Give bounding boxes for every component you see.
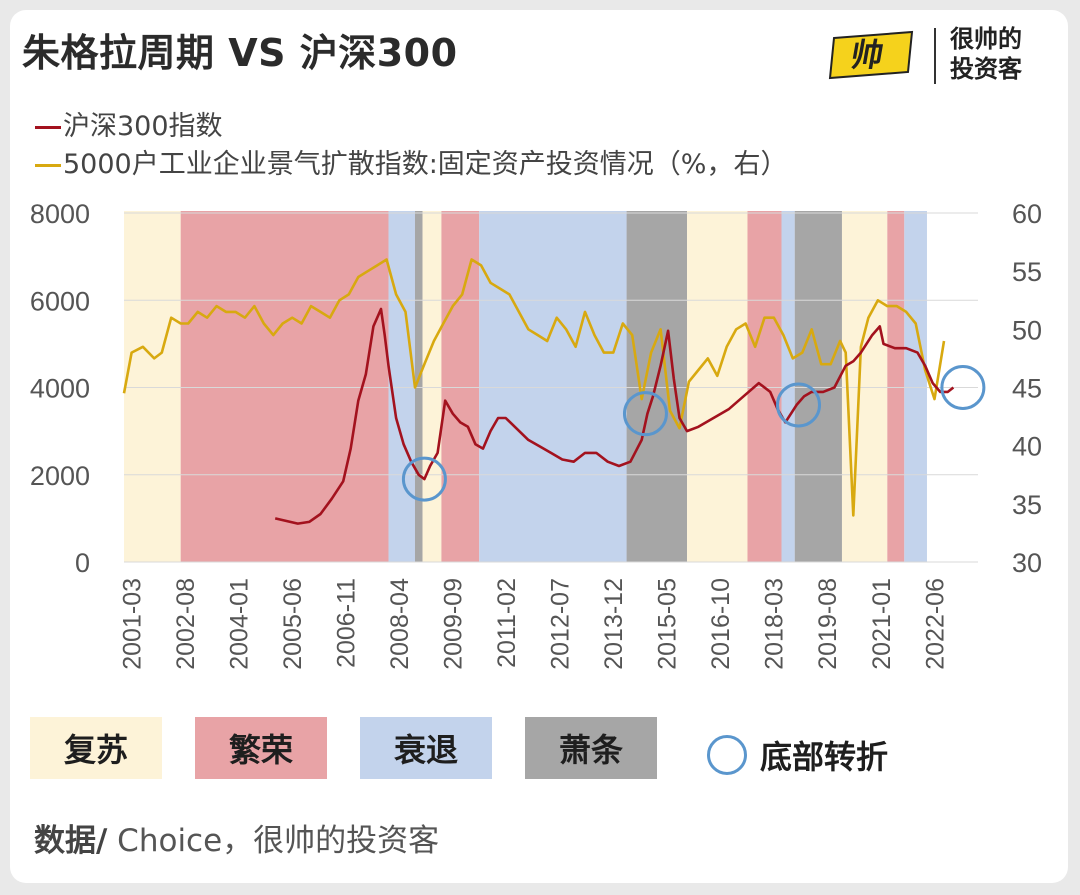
y-right-tick-label: 35 [1012,490,1042,520]
brand-logo: 帅 很帅的 投资客 [828,22,1038,90]
legend-series2: 5000户工业企业景气扩散指数:固定资产投资情况（%，右） [35,142,787,181]
phase-band-recovery [422,211,442,562]
source-text: Choice，很帅的投资客 [107,823,440,859]
logo-mark-icon: 帅 [828,30,914,80]
x-tick-label: 2005-06 [279,578,307,670]
source-label: 数据/ [34,823,108,859]
series-fixed-asset-index [122,258,946,517]
y-axis-left: 0 2000 4000 6000 8000 [30,199,90,578]
phase-band-prosperity [180,211,389,562]
y-right-tick-label: 45 [1012,374,1042,404]
logo-line2: 投资客 [950,55,1022,83]
y-left-tick-label: 8000 [30,199,90,229]
x-tick-label: 2022-06 [921,578,949,670]
bottom-turn-circle [776,382,822,428]
x-tick-label: 2006-11 [332,578,360,668]
legend-series1-swatch [35,126,61,129]
y-right-tick-label: 40 [1012,432,1042,462]
series-csi300 [274,307,955,525]
bottom-turn-circle [622,391,668,437]
phase-band-recession [904,211,927,562]
chart-title: 朱格拉周期 VS 沪深300 [22,31,458,75]
x-axis: 2001-03 2002-08 2004-01 2005-06 2006-11 2008-… [118,578,949,670]
logo-line1: 很帅的 [950,25,1022,53]
series-line-fixed-asset [122,258,946,517]
data-source: 数据/ Choice，很帅的投资客 [34,815,439,860]
bottom-turn-circle [940,365,986,410]
x-tick-label: 2012-07 [547,578,575,670]
bottom-turn-markers [401,365,986,502]
legend-prosperity: 繁荣 [195,717,327,779]
phase-band-recovery [841,211,888,562]
y-left-tick-label: 6000 [30,286,90,316]
legend-recovery: 复苏 [30,717,162,779]
phase-bands [124,211,927,562]
x-tick-label: 2016-10 [707,578,735,670]
legend-series2-label: 5000户工业企业景气扩散指数:固定资产投资情况（%，右） [63,149,788,180]
phase-band-depression [414,211,423,562]
x-tick-label: 2008-04 [386,578,414,670]
x-tick-label: 2002-08 [172,578,200,670]
phase-band-recovery [687,211,748,562]
legend-bottom-circle-icon [707,735,747,775]
x-tick-label: 2004-01 [225,578,253,670]
phase-band-depression [626,211,688,562]
legend-series1: 沪深300指数 [35,104,223,143]
phase-band-recovery [124,211,181,562]
series-line-csi300 [274,307,955,525]
phase-band-prosperity [887,211,905,562]
y-left-tick-label: 4000 [30,374,90,404]
legend-depression: 萧条 [525,717,657,779]
x-tick-label: 2001-03 [118,578,146,670]
logo-mark-text: 帅 [848,36,887,74]
y-right-tick-label: 60 [1012,199,1042,229]
y-left-tick-label: 2000 [30,461,90,491]
logo-divider [934,28,936,84]
y-left-tick-label: 0 [75,548,90,578]
legend-series2-swatch [35,164,61,167]
x-tick-label: 2013-12 [600,578,628,670]
y-right-tick-label: 55 [1012,257,1042,287]
phase-band-recession [479,211,627,562]
x-tick-label: 2011-02 [493,578,521,668]
x-tick-label: 2019-08 [814,578,842,670]
legend-bottom-label: 底部转折 [760,738,889,776]
x-tick-label: 2021-01 [868,578,896,670]
legend-recession: 衰退 [360,717,492,779]
x-tick-label: 2015-05 [654,578,682,670]
y-right-tick-label: 30 [1012,548,1042,578]
logo-text: 很帅的 投资客 [950,24,1022,84]
x-tick-label: 2009-09 [439,578,467,670]
y-right-tick-label: 50 [1012,315,1042,345]
y-axis-right: 30 35 40 45 50 55 60 [1012,199,1042,578]
phase-band-prosperity [441,211,480,562]
phase-band-recession [388,211,415,562]
bottom-turn-circle [401,456,447,502]
legend-series1-label: 沪深300指数 [63,111,223,142]
x-tick-label: 2018-03 [761,578,789,670]
